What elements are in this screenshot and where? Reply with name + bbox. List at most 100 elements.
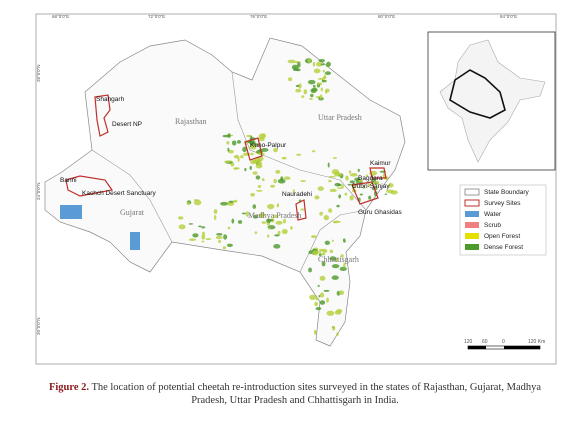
forest-patch [332,157,337,160]
forest-patch [222,246,226,250]
forest-patch [274,234,280,237]
forest-patch [267,219,274,222]
forest-patch [220,201,228,206]
forest-patch [338,194,342,199]
forest-patch [320,87,323,92]
forest-patch [177,216,184,220]
forest-patch [327,162,330,168]
vegetation [177,57,398,336]
forest-patch [318,250,322,253]
forest-patch [249,165,253,170]
forest-patch [318,253,322,257]
caption: Figure 2. The location of potential chee… [30,381,560,407]
forest-patch [255,175,261,180]
forest-patch [338,290,345,295]
forest-patch [224,160,230,164]
forest-patch [323,289,330,292]
forest-patch [273,147,278,153]
forest-patch [223,234,228,240]
scale-bar-segment [468,346,486,349]
forest-patch [296,68,301,72]
survey-site [65,175,114,197]
forest-patch [328,179,332,183]
scale-label: 0 [502,339,505,345]
legend-label: Water [484,211,502,218]
forest-patch [341,184,344,189]
forest-patch [321,252,326,256]
forest-patch [244,167,247,172]
forest-patch [321,79,327,83]
legend-label: State Boundary [484,189,530,196]
scale-label: 120 [464,339,473,345]
forest-patch [313,329,317,335]
coordinate-label: 24°0'0"N [36,182,41,200]
coordinate-label: 80°0'0"E [378,14,395,19]
forest-patch [344,192,348,196]
forest-patch [237,140,242,144]
site-label: Kachch Desert Sanctuary [82,190,156,197]
forest-patch [326,310,335,316]
forest-patch [386,189,394,194]
india-outline [439,39,546,163]
forest-patch [300,180,307,183]
forest-patch [298,83,302,89]
forest-patch [340,254,344,258]
forest-patch [193,199,200,202]
forest-patch [270,184,276,188]
forest-patch [375,180,379,184]
forest-patch [347,183,352,186]
forest-patch [287,59,296,64]
main-map [44,37,406,347]
survey-site [369,167,387,179]
inset-map [427,31,556,171]
forest-patch [229,200,234,203]
forest-patch [260,147,269,152]
legend: State Boundary Survey Sites Water Scrub … [459,184,547,256]
forest-patch [331,239,334,242]
forest-patch [246,134,252,138]
forest-patch [349,173,358,177]
forest-patch [317,284,320,287]
forest-patch [277,178,286,184]
site-label: Kuno-Palpur [250,142,287,149]
site-label: Dubri-Sanjay [352,183,390,190]
forest-patch [331,264,340,269]
legend-label: Dense Forest [484,244,523,251]
forest-patch [310,235,317,239]
scale-label: 120 Km [528,339,545,345]
forest-patch [322,76,327,79]
forest-patch [337,187,343,190]
survey-site [295,199,307,221]
forest-patch [277,230,281,236]
site-label: Guru Ghasidas [358,209,402,216]
forest-patch [233,155,237,158]
forest-patch [365,174,369,177]
legend-swatch [464,188,480,196]
forest-patch [315,297,319,301]
forest-patch [329,188,337,193]
site-label: Nauradehi [282,191,312,198]
coordinate-label: 20°0'0"N [36,317,41,335]
forest-patch [186,202,190,205]
forest-patch [253,158,262,164]
forest-patch [227,133,231,138]
forest-patch [315,61,323,67]
forest-patch [342,238,346,243]
forest-patch [237,220,243,224]
state-boundary [231,71,367,211]
forest-patch [319,300,326,305]
forest-patch [331,275,339,280]
coordinate-label: 72°0'0"E [148,14,165,19]
water [130,232,140,250]
forest-patch [349,180,356,184]
forest-patch [231,218,235,224]
forest-patch [300,208,306,211]
forest-patch [333,220,341,224]
forest-patch [312,61,316,67]
water [60,205,82,219]
scale-label: 60 [482,339,488,345]
forest-patch [267,234,270,238]
site-label: Shahgarh [96,96,125,103]
scale-bar: 120 60 0 120 Km [464,339,545,350]
